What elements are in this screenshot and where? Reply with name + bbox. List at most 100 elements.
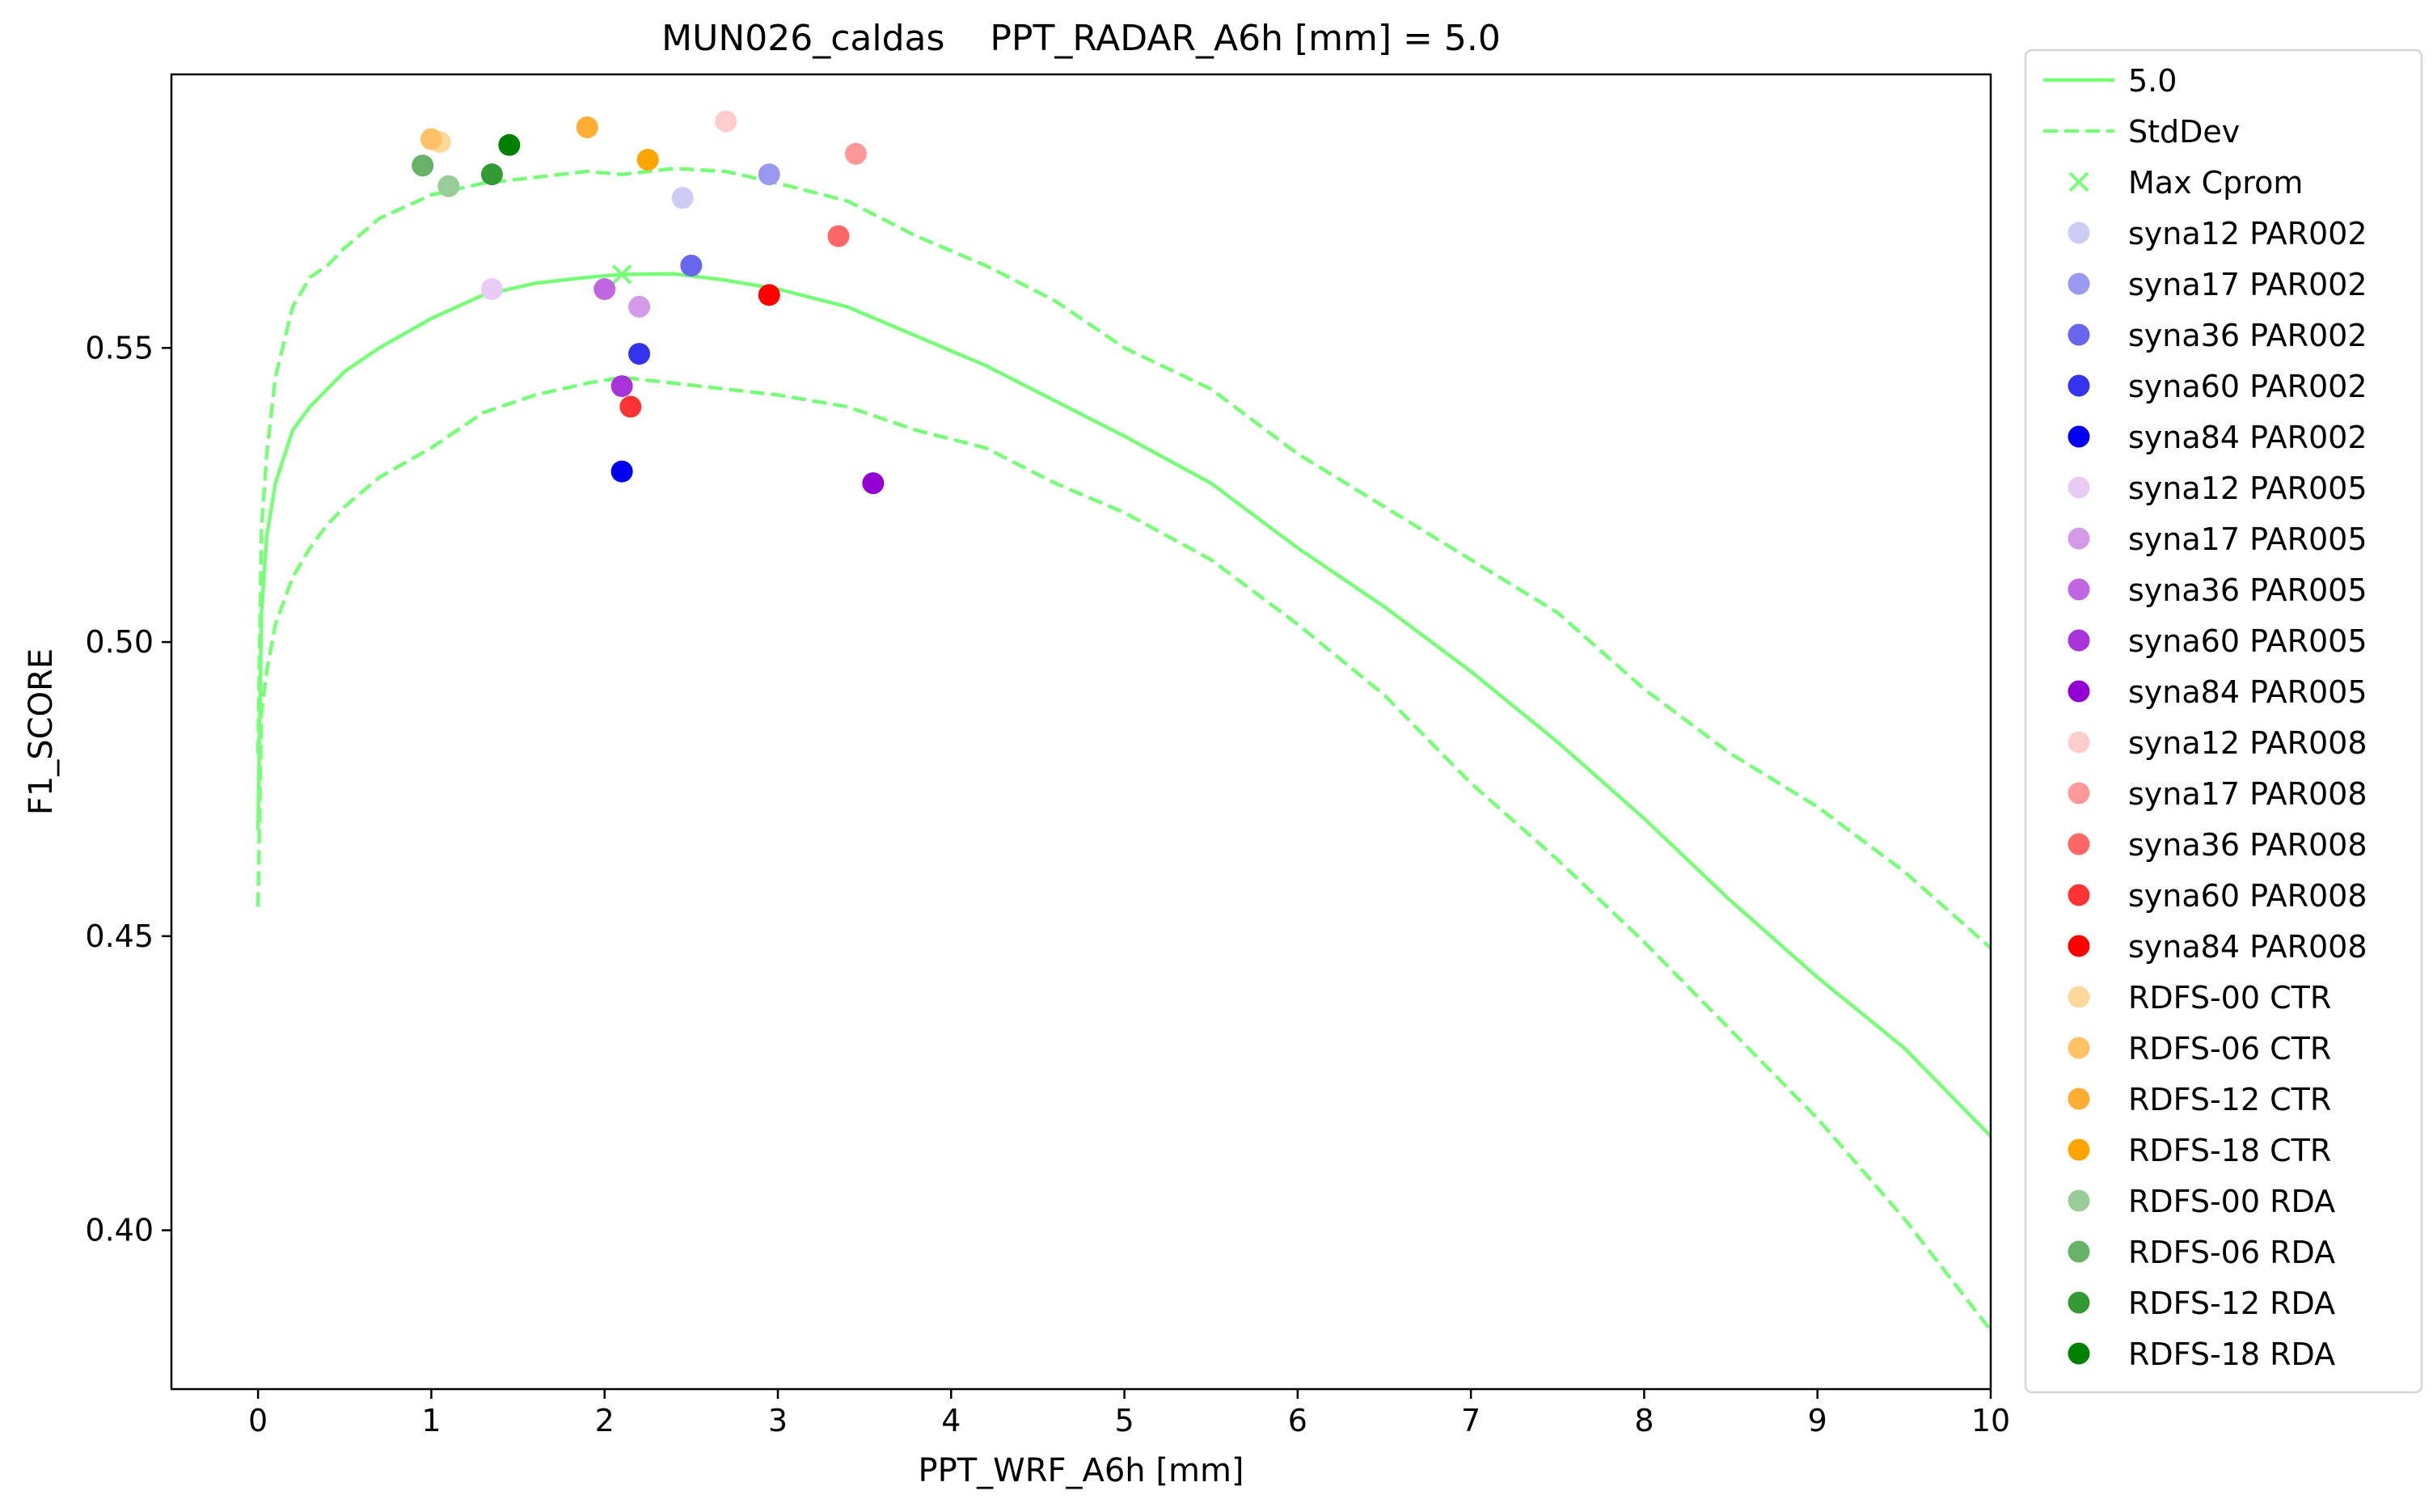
point-syna36-par002 [680,254,703,277]
legend-swatch-syna60-par005 [2068,629,2090,652]
legend-swatch-syna17-par002 [2068,272,2090,295]
legend-label-syna12-par002: syna12 PAR002 [2128,216,2368,251]
point-rdfs-00-rda [437,175,460,197]
x-tick-label: 9 [1808,1403,1827,1438]
legend-label-rdfs-12-ctr: RDFS-12 CTR [2128,1082,2331,1117]
point-syna84-par002 [610,460,633,483]
y-axis-label: F1_SCORE [23,648,60,815]
legend-label-syna17-par008: syna17 PAR008 [2128,776,2368,812]
x-tick-label: 7 [1461,1403,1480,1438]
chart-title: MUN026_caldas PPT_RADAR_A6h [mm] = 5.0 [661,18,1501,59]
max-cprom-marker [611,264,632,285]
legend-swatch-rdfs-00-rda [2068,1189,2090,1212]
x-tick-label: 2 [595,1403,615,1438]
x-tick-label: 6 [1288,1403,1307,1438]
legend-swatch-syna36-par005 [2068,578,2090,601]
legend-label-max-cprom: Max Cprom [2128,165,2303,201]
max-cprom-stroke [611,264,632,285]
legend-swatch-rdfs-06-ctr [2068,1037,2090,1059]
legend-label-rdfs-12-rda: RDFS-12 RDA [2128,1286,2335,1321]
legend-swatch-syna17-par005 [2068,527,2090,550]
legend-swatch-syna84-par008 [2068,935,2090,957]
point-rdfs-06-rda [412,154,434,177]
legend-swatch-syna60-par008 [2068,884,2090,906]
legend-label-syna12-par005: syna12 PAR005 [2128,471,2368,506]
x-tick-label: 10 [1971,1403,2010,1438]
legend-label-syna60-par005: syna60 PAR005 [2128,623,2368,659]
legend: 5.0 StdDev Max Cprom syna12 PAR002 syna17 PA… [2024,49,2423,1394]
legend-label-rdfs-18-ctr: RDFS-18 CTR [2128,1133,2331,1168]
legend-swatch-syna60-par002 [2068,374,2090,397]
x-tick-label: 8 [1634,1403,1654,1438]
legend-label-syna36-par002: syna36 PAR002 [2128,318,2368,353]
legend-label-syna84-par005: syna84 PAR005 [2128,674,2368,710]
y-tick-label: 0.50 [85,624,154,660]
legend-label-rdfs-00-rda: RDFS-00 RDA [2128,1184,2335,1219]
point-syna17-par008 [844,142,867,165]
legend-label-syna12-par008: syna12 PAR008 [2128,725,2368,761]
plot-area [256,110,1991,1332]
plot-content [256,110,1991,1332]
legend-label-rdfs-06-rda: RDFS-06 RDA [2128,1235,2335,1270]
x-tick-label: 1 [421,1403,441,1438]
legend-label-rdfs-06-ctr: RDFS-06 CTR [2128,1031,2331,1066]
series-line-mean [256,272,1991,1138]
point-syna12-par002 [671,187,694,209]
legend-label-5-0: 5.0 [2128,63,2177,99]
legend-swatch-rdfs-06-rda [2068,1240,2090,1263]
legend-label-syna36-par008: syna36 PAR008 [2128,827,2368,863]
y-tick-label: 0.45 [85,919,154,954]
point-rdfs-18-ctr [636,148,659,171]
point-syna84-par008 [758,284,780,306]
x-tick-label: 3 [768,1403,788,1438]
legend-swatch-rdfs-12-rda [2068,1291,2090,1314]
point-syna84-par005 [862,472,885,495]
y-tick-label: 0.40 [85,1213,154,1248]
series-line-stddev-upper [256,167,1991,950]
y-tick-label: 0.55 [85,330,154,365]
point-syna36-par005 [593,278,616,301]
point-syna17-par002 [758,163,780,186]
legend-label-syna17-par002: syna17 PAR002 [2128,267,2368,302]
point-syna60-par002 [628,343,651,365]
legend-swatch-syna12-par002 [2068,222,2090,244]
legend-label-syna60-par008: syna60 PAR008 [2128,878,2368,914]
point-rdfs-12-rda [480,163,503,186]
point-rdfs-06-ctr [420,128,442,150]
x-axis-label: PPT_WRF_A6h [mm] [918,1452,1244,1489]
point-syna12-par008 [715,110,737,133]
x-tick-label: 4 [941,1403,961,1438]
legend-label-syna36-par005: syna36 PAR005 [2128,572,2368,608]
legend-swatch-syna17-par008 [2068,782,2090,805]
legend-swatch-syna84-par002 [2068,425,2090,448]
legend-label-syna84-par008: syna84 PAR008 [2128,929,2368,965]
point-syna36-par008 [827,225,850,247]
point-syna60-par005 [610,375,633,398]
point-rdfs-12-ctr [576,116,598,138]
legend-label-rdfs-18-rda: RDFS-18 RDA [2128,1337,2335,1372]
point-syna17-par005 [628,295,651,318]
axes: 0 1 2 3 4 5 6 7 8 9 10 0.40 0.45 0.50 0.55 [85,330,2010,1438]
legend-swatch-rdfs-12-ctr [2068,1088,2090,1110]
point-rdfs-18-rda [498,133,521,156]
x-tick-label: 0 [248,1403,268,1438]
plot-frame [170,73,1992,1391]
legend-label-syna60-par002: syna60 PAR002 [2128,369,2368,404]
legend-swatch-syna84-par005 [2068,680,2090,703]
legend-label-syna17-par005: syna17 PAR005 [2128,522,2368,557]
point-syna12-par005 [480,278,503,301]
legend-label-stddev: StdDev [2128,114,2240,150]
legend-swatch-syna36-par008 [2068,833,2090,855]
legend-swatch-syna36-par002 [2068,323,2090,346]
legend-label-syna84-par002: syna84 PAR002 [2128,420,2368,455]
legend-swatch-max-cprom [2068,171,2089,192]
legend-swatch-syna12-par005 [2068,476,2090,499]
point-syna60-par008 [619,395,642,418]
x-tick-label: 5 [1114,1403,1134,1438]
legend-swatch-syna12-par008 [2068,731,2090,754]
legend-swatch-rdfs-18-ctr [2068,1138,2090,1161]
series-line-stddev-lower [256,375,1991,1332]
legend-label-rdfs-00-ctr: RDFS-00 CTR [2128,980,2331,1016]
legend-frame [2024,49,2423,1394]
